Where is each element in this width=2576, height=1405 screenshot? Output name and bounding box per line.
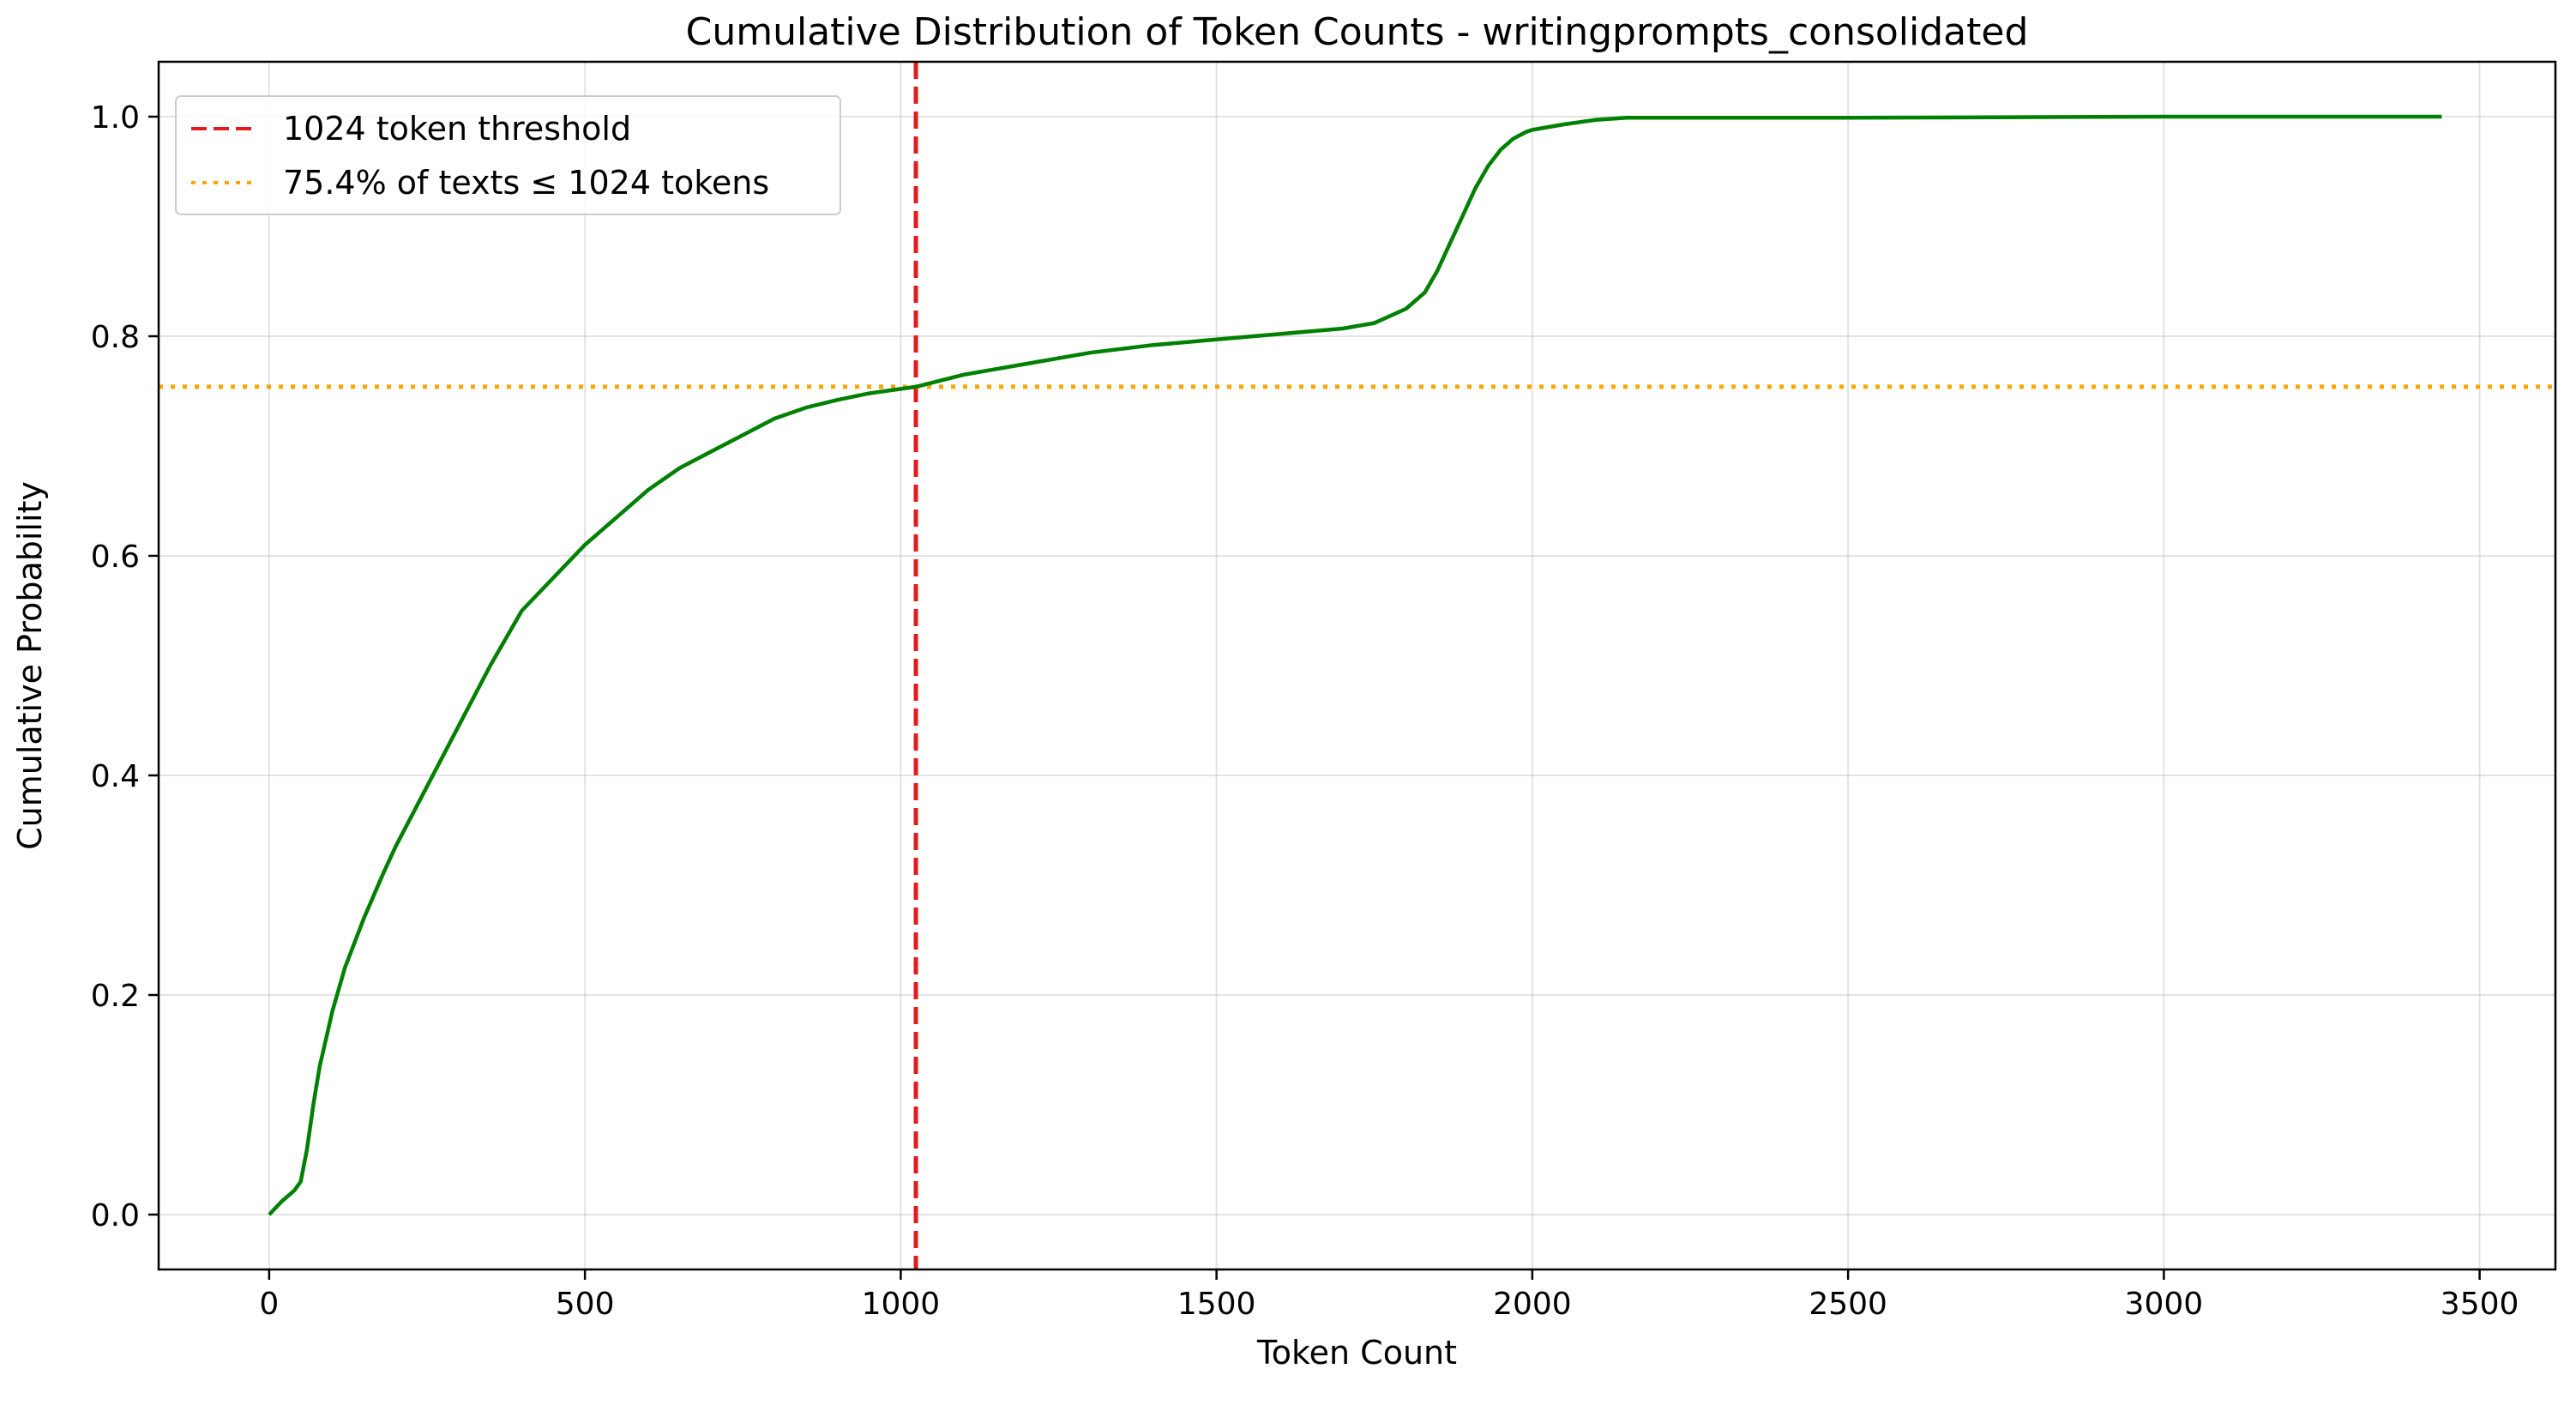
legend-box: [175, 95, 841, 215]
legend-label-percentage: 75.4% of texts ≤ 1024 tokens: [283, 164, 769, 202]
x-axis-label: Token Count: [1256, 1334, 1457, 1372]
x-axis-ticks: 0 500 1000 1500 2000 2500 3000 3500: [259, 1269, 2519, 1322]
legend: 1024 token threshold 75.4% of texts ≤ 10…: [175, 95, 841, 215]
y-axis-label: Cumulative Probability: [11, 481, 49, 850]
x-tick-label: 2000: [1493, 1287, 1572, 1322]
y-tick-label: 0.2: [91, 979, 140, 1014]
reference-lines: [159, 62, 2555, 1269]
y-tick-label: 0.8: [91, 320, 140, 355]
x-tick-label: 2500: [1809, 1287, 1887, 1322]
x-tick-label: 0: [259, 1287, 279, 1322]
legend-label-threshold: 1024 token threshold: [283, 110, 631, 148]
series-layer: [268, 114, 2442, 1216]
cdf-series-line: [268, 114, 2442, 1216]
y-tick-label: 0.6: [91, 540, 140, 575]
x-tick-label: 1500: [1177, 1287, 1256, 1322]
y-tick-label: 0.0: [91, 1198, 140, 1233]
y-tick-label: 0.4: [91, 759, 140, 794]
y-axis-ticks: 0.0 0.2 0.4 0.6 0.8 1.0: [91, 100, 159, 1233]
y-tick-label: 1.0: [91, 100, 140, 136]
x-tick-label: 3500: [2441, 1287, 2519, 1322]
chart-title: Cumulative Distribution of Token Counts …: [686, 10, 2029, 54]
x-tick-label: 3000: [2125, 1287, 2204, 1322]
x-tick-label: 1000: [862, 1287, 941, 1322]
grid: [159, 62, 2555, 1269]
x-tick-label: 500: [556, 1287, 615, 1322]
plot-frame: [157, 60, 2557, 1271]
